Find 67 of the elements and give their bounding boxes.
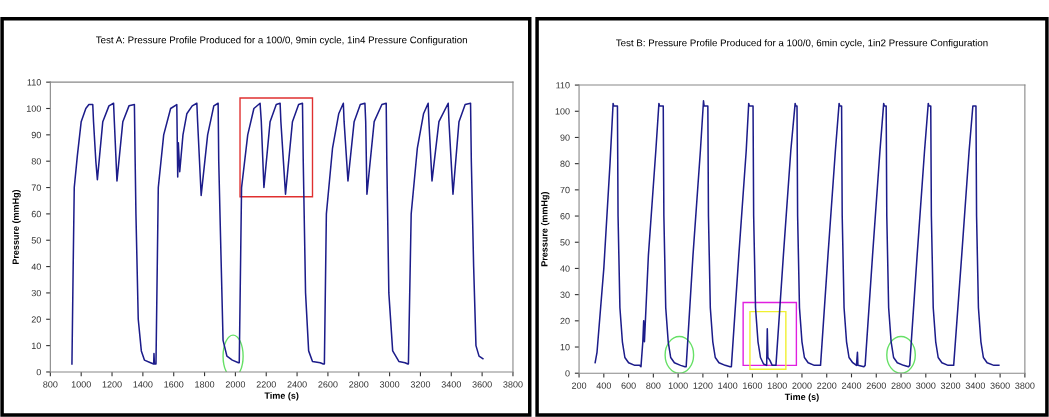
x-tick-label: 1200	[102, 381, 122, 388]
x-tick-label: 2000	[225, 381, 246, 388]
x-tick-label: 800	[646, 382, 661, 389]
x-tick-label: 2600	[318, 381, 338, 388]
y-tick-label: 100	[26, 105, 41, 112]
y-tick-label: 40	[31, 263, 41, 270]
x-tick-label: 3600	[472, 381, 492, 388]
x-tick-label: 2400	[287, 381, 307, 388]
x-tick-label: 600	[621, 382, 636, 389]
y-tick-label: 30	[560, 291, 570, 298]
chart-title: Test B: Pressure Profile Produced for a 100/0, 6min cycle, 1in2 Pressure Configuration	[616, 39, 988, 49]
y-tick-label: 0	[565, 370, 570, 377]
x-tick-label: 200	[571, 382, 587, 389]
y-tick-label: 30	[31, 289, 41, 297]
y-tick-label: 60	[560, 213, 570, 220]
x-tick-label: 2000	[792, 382, 812, 389]
x-tick-label: 3000	[916, 382, 936, 389]
y-tick-label: 80	[560, 160, 570, 168]
x-tick-label: 3800	[1015, 382, 1035, 389]
x-tick-label: 1400	[718, 382, 738, 389]
y-tick-label: 70	[31, 184, 41, 191]
x-tick-label: 3200	[940, 382, 961, 389]
y-tick-label: 20	[560, 317, 570, 325]
x-tick-label: 3400	[441, 381, 461, 388]
y-tick-label: 90	[560, 134, 570, 141]
x-axis-title: Time (s)	[784, 393, 819, 402]
x-axis-title: Time (s)	[264, 392, 299, 401]
y-tick-label: 40	[560, 265, 570, 272]
chart-title: Test A: Pressure Profile Produced for a 100/0, 9min cycle, 1in4 Pressure Configuration	[95, 36, 467, 46]
y-tick-label: 60	[31, 210, 41, 218]
x-tick-label: 2400	[841, 382, 862, 389]
y-tick-label: 20	[31, 316, 41, 323]
x-tick-label: 3400	[965, 382, 986, 389]
x-tick-label: 800	[43, 381, 58, 388]
y-tick-label: 90	[31, 131, 41, 139]
x-tick-label: 1600	[164, 381, 184, 388]
x-tick-label: 2800	[349, 381, 369, 388]
x-tick-label: 1800	[195, 381, 215, 388]
y-tick-label: 50	[560, 239, 570, 246]
y-tick-label: 10	[560, 343, 570, 351]
y-tick-label: 110	[556, 82, 570, 89]
x-tick-label: 3200	[410, 381, 431, 388]
x-tick-label: 2200	[256, 381, 276, 388]
y-tick-label: 110	[27, 79, 41, 86]
x-tick-label: 2600	[866, 382, 886, 389]
y-tick-label: 0	[36, 368, 41, 376]
x-tick-label: 1400	[133, 381, 153, 388]
x-tick-label: 1200	[693, 382, 713, 389]
x-tick-label: 1800	[767, 382, 787, 389]
y-tick-label: 70	[560, 186, 570, 194]
y-axis-title: Pressure (mmHg)	[12, 189, 21, 265]
y-tick-label: 80	[31, 158, 41, 165]
y-tick-label: 50	[31, 237, 41, 244]
line-series	[71, 102, 484, 365]
x-tick-label: 1000	[71, 381, 91, 388]
x-tick-label: 3800	[503, 381, 523, 388]
x-tick-label: 1600	[743, 382, 763, 389]
y-tick-label: 100	[555, 108, 570, 115]
x-tick-label: 2200	[817, 382, 837, 389]
x-tick-label: 3600	[990, 382, 1010, 389]
x-tick-label: 3000	[379, 381, 400, 388]
x-tick-label: 2800	[891, 382, 911, 389]
y-axis-title: Pressure (mmHg)	[540, 191, 550, 267]
line-series	[594, 100, 1000, 368]
y-tick-label: 10	[31, 342, 41, 349]
x-tick-label: 1000	[668, 382, 688, 389]
x-tick-label: 400	[596, 382, 611, 389]
